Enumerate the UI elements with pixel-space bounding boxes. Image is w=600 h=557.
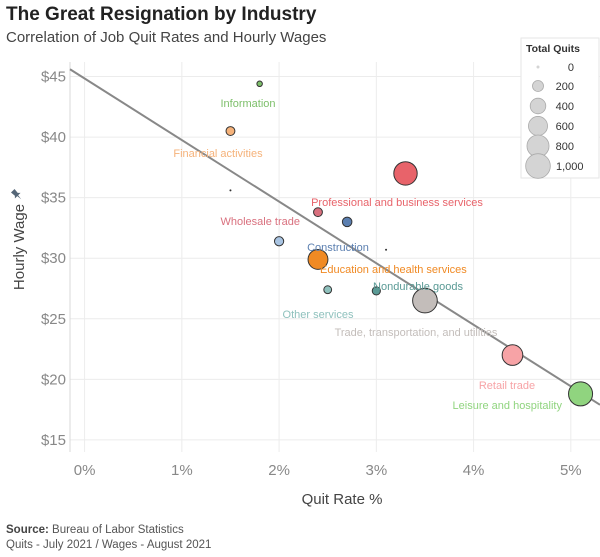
x-tick-label: 5% — [560, 462, 582, 479]
y-tick-label: $35 — [41, 190, 66, 207]
x-tick-label: 0% — [74, 462, 96, 479]
legend-marker — [532, 80, 544, 92]
data-point[interactable] — [385, 248, 388, 251]
legend-label: 1,000 — [556, 161, 584, 173]
legend-marker — [536, 65, 540, 69]
data-point[interactable] — [313, 207, 323, 218]
data-point[interactable] — [371, 286, 381, 296]
data-point[interactable] — [256, 80, 263, 88]
data-point[interactable] — [393, 161, 418, 186]
legend-title: Total Quits — [526, 43, 580, 55]
x-tick-label: 2% — [268, 462, 290, 479]
point-label: Wholesale trade — [221, 216, 301, 228]
y-axis-title: Hourly Wage — [11, 204, 28, 290]
source-label: Source: — [6, 524, 49, 536]
legend-label: 0 — [568, 62, 574, 74]
legend-label: 200 — [556, 81, 574, 93]
point-label: Retail trade — [479, 380, 535, 392]
legend-marker — [529, 97, 547, 115]
y-tick-label: $20 — [41, 371, 66, 388]
x-axis-title: Quit Rate % — [302, 491, 383, 508]
data-point[interactable] — [323, 285, 333, 295]
point-label: Leisure and hospitality — [453, 400, 563, 412]
legend-label: 600 — [556, 121, 574, 133]
x-tick-label: 3% — [365, 462, 387, 479]
footer-source: Source: Bureau of Labor Statistics — [6, 524, 184, 536]
x-tick-label: 1% — [171, 462, 193, 479]
point-label: Trade, transportation, and utilities — [335, 327, 498, 339]
pin-icon — [10, 188, 22, 200]
y-tick-label: $45 — [41, 69, 66, 86]
footer-note: Quits - July 2021 / Wages - August 2021 — [6, 539, 212, 551]
y-tick-label: $15 — [41, 432, 66, 449]
legend-label: 400 — [556, 101, 574, 113]
chart-subtitle: Correlation of Job Quit Rates and Hourly… — [6, 29, 327, 46]
point-label: Information — [220, 98, 275, 110]
y-tick-label: $25 — [41, 311, 66, 328]
legend-marker — [528, 116, 548, 136]
source-text: Bureau of Labor Statistics — [52, 524, 184, 536]
legend-marker — [525, 153, 551, 179]
data-point[interactable] — [307, 248, 329, 270]
data-point[interactable] — [501, 344, 524, 366]
data-point[interactable] — [412, 287, 438, 314]
data-point[interactable] — [229, 189, 232, 192]
data-point[interactable] — [568, 381, 594, 407]
y-tick-label: $40 — [41, 129, 66, 146]
point-label: Professional and business services — [311, 197, 483, 209]
data-point[interactable] — [341, 216, 353, 228]
data-point[interactable] — [225, 126, 236, 136]
legend-label: 800 — [556, 141, 574, 153]
x-tick-label: 4% — [463, 462, 485, 479]
y-tick-label: $30 — [41, 250, 66, 267]
point-label: Construction — [307, 242, 369, 254]
point-label: Financial activities — [173, 148, 263, 160]
chart-title: The Great Resignation by Industry — [6, 4, 317, 25]
point-label: Education and health services — [320, 264, 467, 276]
point-label: Nondurable goods — [373, 281, 463, 293]
data-point[interactable] — [273, 236, 285, 247]
point-label: Other services — [283, 309, 354, 321]
